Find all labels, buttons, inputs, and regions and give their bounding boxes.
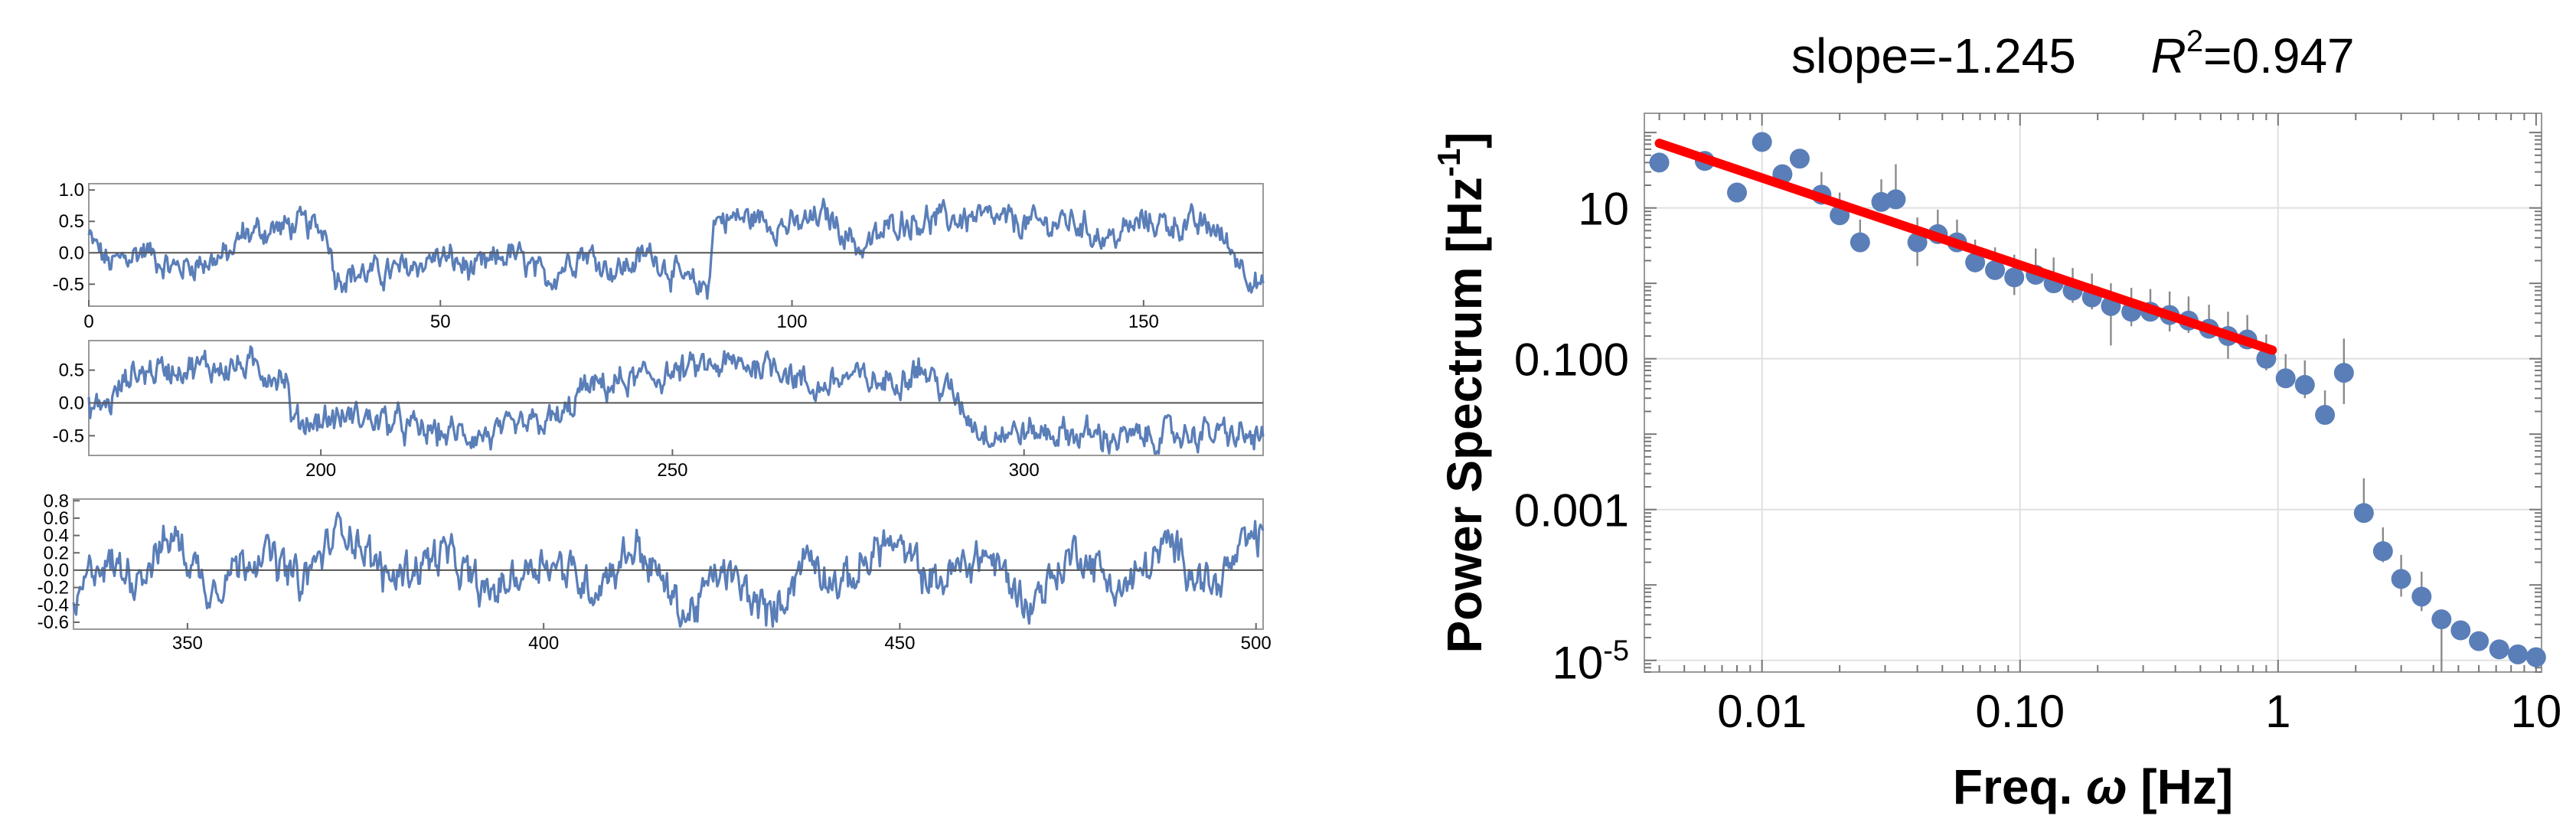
series-line xyxy=(87,345,1265,455)
data-point xyxy=(2508,644,2529,664)
data-point xyxy=(1885,189,1906,210)
x-axis-label-omega: ω xyxy=(2086,759,2127,814)
x-tick-label: 350 xyxy=(172,633,203,654)
data-point xyxy=(2372,541,2393,562)
y-tick-label: 1.0 xyxy=(59,180,84,201)
x-tick-label: 1 xyxy=(2265,686,2290,737)
title-r2-lhs: R xyxy=(2151,28,2186,83)
data-point xyxy=(1907,232,1928,253)
panel-1-frame xyxy=(88,183,1264,307)
data-point xyxy=(2450,620,2471,641)
y-axis-label-end: ] xyxy=(1437,132,1492,148)
x-tick-label: 400 xyxy=(528,633,559,654)
y-axis-label-main: Power Spectrum [Hz xyxy=(1437,177,1492,653)
data-point xyxy=(2391,569,2411,589)
y-tick-label: 10 xyxy=(1578,184,1629,235)
y-tick-label: 0.8 xyxy=(44,491,69,511)
data-point xyxy=(2411,586,2432,607)
y-tick-label: 0.6 xyxy=(44,508,69,529)
panel-2-axes: -0.5 0.0 0.5 200 250 300 xyxy=(53,361,1263,481)
data-point xyxy=(2294,374,2315,395)
spectrum-frame xyxy=(1644,113,2542,673)
data-point xyxy=(2353,503,2374,524)
data-point xyxy=(1965,252,1986,272)
x-tick-label: 0.01 xyxy=(1717,686,1807,737)
data-point xyxy=(2333,363,2354,383)
spectrum-grid xyxy=(1644,113,2542,672)
y-axis-label: Power Spectrum [Hz-1] xyxy=(1431,132,1492,653)
data-point xyxy=(2315,405,2336,426)
x-axis-label-main: Freq. xyxy=(1953,759,2086,814)
x-tick-label: 450 xyxy=(884,633,915,654)
data-point xyxy=(1789,148,1810,169)
x-tick-label: 50 xyxy=(430,312,451,332)
data-point xyxy=(2525,647,2546,667)
y-tick-label: 0.2 xyxy=(44,543,69,563)
panel-2-frame xyxy=(88,340,1264,456)
y-tick-label: -0.6 xyxy=(38,612,69,633)
y-tick-label-exp: -5 xyxy=(1603,635,1629,667)
data-point xyxy=(1752,132,1772,152)
timeseries-panel-2: -0.5 0.0 0.5 200 250 300 xyxy=(53,340,1265,481)
y-tick-label: -0.5 xyxy=(53,274,84,295)
y-tick-label: -0.5 xyxy=(53,426,84,446)
x-tick-label: 250 xyxy=(657,460,687,481)
timeseries-panel-3: -0.6-0.4-0.20.00.20.40.60.8 350 400 450 500 xyxy=(38,491,1272,654)
panel-3-series xyxy=(72,511,1265,628)
x-tick-label: 10 xyxy=(2510,686,2561,737)
data-point xyxy=(1985,259,2006,280)
y-tick-label: -0.4 xyxy=(38,595,69,615)
panel-3-frame xyxy=(73,498,1264,630)
x-tick-label: 100 xyxy=(777,312,808,332)
spectrum-points xyxy=(1649,132,2546,667)
y-tick-label: 0.0 xyxy=(44,560,69,581)
data-point xyxy=(1727,182,1748,203)
y-tick-label: -0.2 xyxy=(38,578,69,599)
series-line xyxy=(87,197,1265,300)
title-slope: slope=-1.245 xyxy=(1791,28,2076,83)
y-tick-label: 0.5 xyxy=(59,361,84,381)
y-tick-label: 0.0 xyxy=(59,393,84,413)
title-r2-rhs: =0.947 xyxy=(2203,28,2355,83)
x-axis-label-unit: [Hz] xyxy=(2127,759,2234,814)
chart-title: slope=-1.245 R2=0.947 xyxy=(1791,24,2355,83)
y-tick-label: 0.100 xyxy=(1514,334,1629,386)
panel-2-series xyxy=(87,345,1265,455)
x-tick-label: 300 xyxy=(1009,460,1040,481)
x-axis-label: Freq. ω [Hz] xyxy=(1953,759,2233,814)
panel-3-axes: -0.6-0.4-0.20.00.20.40.60.8 350 400 450 500 xyxy=(38,491,1272,654)
title-r2-sup: 2 xyxy=(2186,24,2203,58)
x-tick-label: 0 xyxy=(83,312,93,332)
data-point xyxy=(2431,609,2452,630)
y-tick-label: 0.5 xyxy=(59,211,84,232)
y-tick-label: 0.4 xyxy=(44,526,69,547)
fit-line xyxy=(1654,139,2277,355)
data-point xyxy=(2275,368,2296,389)
panel-1-axes: -0.5 0.0 0.5 1.0 0 50 100 150 xyxy=(53,180,1263,332)
x-tick-label: 500 xyxy=(1241,633,1272,654)
y-axis-label-sup: -1 xyxy=(1431,148,1467,177)
timeseries-panel-1: -0.5 0.0 0.5 1.0 0 50 100 150 xyxy=(53,180,1265,332)
panel-1-series xyxy=(87,197,1265,300)
y-tick-label-base: 10 xyxy=(1552,638,1603,689)
x-tick-label: 0.10 xyxy=(1975,686,2065,737)
data-point xyxy=(2469,631,2489,651)
data-point xyxy=(2489,639,2509,660)
data-point xyxy=(1649,152,1670,173)
y-tick-label: 0.001 xyxy=(1514,485,1629,537)
x-tick-label: 200 xyxy=(305,460,336,481)
data-point xyxy=(2004,267,2025,288)
y-tick-label: 0.0 xyxy=(59,243,84,263)
y-tick-label: 10-5 xyxy=(1552,635,1629,689)
data-point xyxy=(1850,232,1870,253)
series-line xyxy=(72,511,1265,628)
x-tick-label: 150 xyxy=(1128,312,1159,332)
